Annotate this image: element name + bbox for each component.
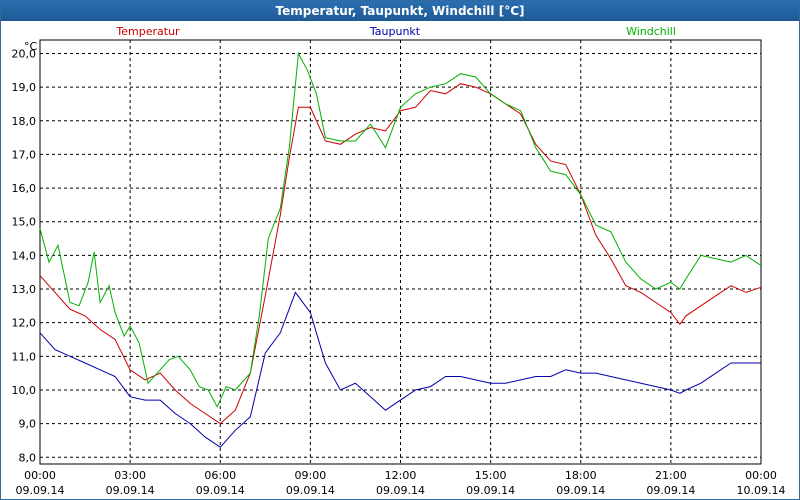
x-tick-time: 21:00 (655, 469, 687, 482)
x-tick-time: 09:00 (295, 469, 327, 482)
x-tick-time: 18:00 (565, 469, 597, 482)
y-tick-label: 16,0 (12, 182, 37, 195)
line-chart: 8,0 9,0 10,0 11,0 12,0 13,0 14,0 15,0 16,0 17,0 18… (0, 0, 800, 500)
x-tick-date: 09.09.14 (286, 484, 335, 497)
x-tick-time: 15:00 (475, 469, 507, 482)
x-tick-time: 06:00 (204, 469, 236, 482)
y-tick-label: 10,0 (12, 384, 37, 397)
y-tick-label: 8,0 (19, 451, 37, 464)
x-tick-date: 09.09.14 (196, 484, 245, 497)
x-tick-time: 00:00 (24, 469, 56, 482)
y-tick-label: 11,0 (12, 350, 37, 363)
x-tick-date: 10.09.14 (737, 484, 786, 497)
legend-taupunkt: Taupunkt (369, 25, 421, 38)
y-tick-label: 15,0 (12, 216, 37, 229)
x-tick-time: 03:00 (114, 469, 146, 482)
legend-temperatur: Temperatur (115, 25, 180, 38)
y-tick-label: 9,0 (19, 418, 37, 431)
x-tick-date: 09.09.14 (16, 484, 65, 497)
x-tick-date: 09.09.14 (376, 484, 425, 497)
y-tick-label: 12,0 (12, 317, 37, 330)
y-axis-unit: °C (24, 40, 38, 53)
y-axis-ticks: 8,0 9,0 10,0 11,0 12,0 13,0 14,0 15,0 16,0 17,0 18… (12, 47, 37, 464)
x-tick-time: 12:00 (385, 469, 417, 482)
x-axis-ticks: 00:00 09.09.14 03:00 09.09.14 06:00 09.09.14 0… (16, 469, 786, 497)
x-tick-date: 09.09.14 (646, 484, 695, 497)
x-tick-date: 09.09.14 (466, 484, 515, 497)
x-tick-date: 09.09.14 (106, 484, 155, 497)
legend-windchill: Windchill (626, 25, 676, 38)
x-tick-date: 09.09.14 (556, 484, 605, 497)
y-tick-label: 13,0 (12, 283, 37, 296)
y-tick-label: 14,0 (12, 249, 37, 262)
y-tick-label: 19,0 (12, 81, 37, 94)
y-tick-label: 17,0 (12, 148, 37, 161)
y-tick-label: 18,0 (12, 115, 37, 128)
x-tick-time: 00:00 (745, 469, 777, 482)
